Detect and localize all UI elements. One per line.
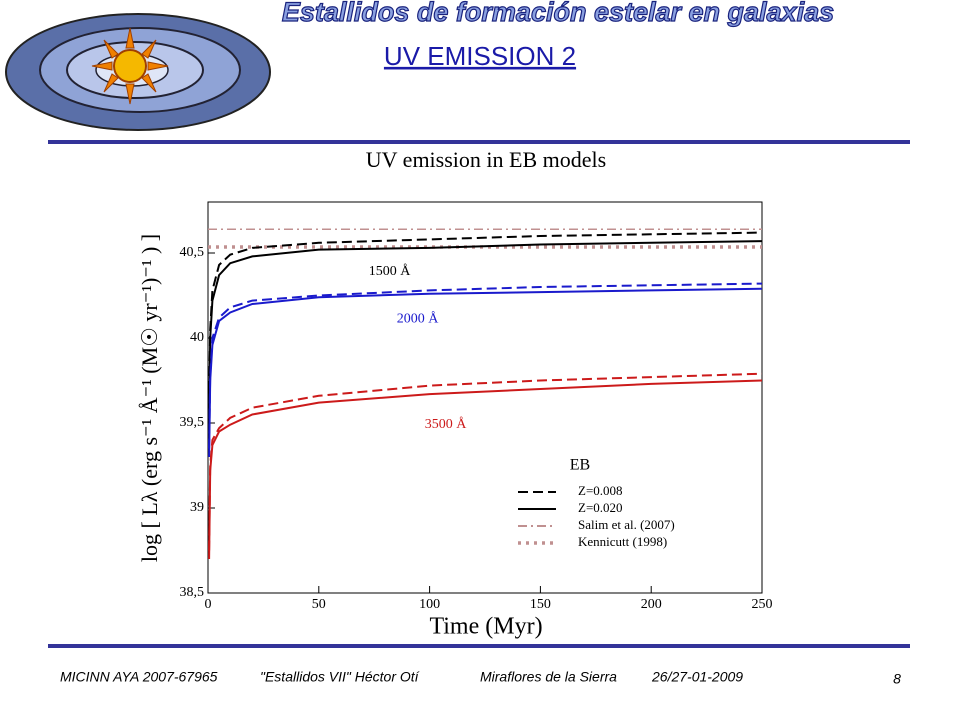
banner: Estallidos de formación estelar en galax… bbox=[282, 0, 834, 27]
footer-project: MICINN AYA 2007-67965 bbox=[60, 669, 218, 685]
legend-label: Kennicutt (1998) bbox=[578, 534, 667, 549]
series-line bbox=[208, 240, 763, 424]
y-tick-label: 39,5 bbox=[180, 415, 205, 430]
series-line bbox=[208, 379, 763, 560]
slide-title: UV EMISSION 2 bbox=[384, 41, 576, 71]
series-line bbox=[208, 372, 763, 551]
y-tick-label: 39 bbox=[190, 500, 204, 515]
logo bbox=[5, 13, 271, 131]
plot-frame bbox=[207, 201, 763, 594]
x-tick-label: 100 bbox=[419, 597, 440, 612]
x-tick-label: 0 bbox=[205, 597, 212, 612]
y-tick-label: 40 bbox=[190, 330, 204, 345]
series-line bbox=[208, 231, 763, 407]
page-number: 8 bbox=[893, 671, 901, 687]
series-line bbox=[208, 282, 763, 449]
curve-label: 2000 Å bbox=[397, 310, 440, 326]
y-tick-label: 38,5 bbox=[180, 585, 205, 600]
y-tick-label: 40,5 bbox=[180, 245, 205, 260]
curve-label: 3500 Å bbox=[425, 416, 468, 432]
x-tick-label: 50 bbox=[312, 597, 326, 612]
footer-talk: "Estallidos VII" Héctor Otí bbox=[260, 669, 421, 685]
footer-date: 26/27-01-2009 bbox=[651, 669, 743, 685]
x-tick-label: 150 bbox=[530, 597, 551, 612]
chart-title: UV emission in EB models bbox=[366, 147, 606, 172]
x-tick-label: 250 bbox=[752, 597, 773, 612]
y-axis-label: log [ Lλ (erg s⁻¹ Å⁻¹ (M☉ yr⁻¹)⁻¹ ) ] bbox=[137, 234, 162, 562]
legend-label: Z=0.020 bbox=[578, 500, 623, 515]
curve-label: 1500 Å bbox=[369, 263, 412, 279]
x-axis-label: Time (Myr) bbox=[429, 614, 542, 640]
footer-place: Miraflores de la Sierra bbox=[480, 669, 617, 685]
legend-title: EB bbox=[570, 457, 590, 474]
x-tick-label: 200 bbox=[641, 597, 662, 612]
legend-label: Salim et al. (2007) bbox=[578, 517, 675, 532]
legend-label: Z=0.008 bbox=[578, 483, 623, 498]
series-line bbox=[208, 287, 763, 458]
